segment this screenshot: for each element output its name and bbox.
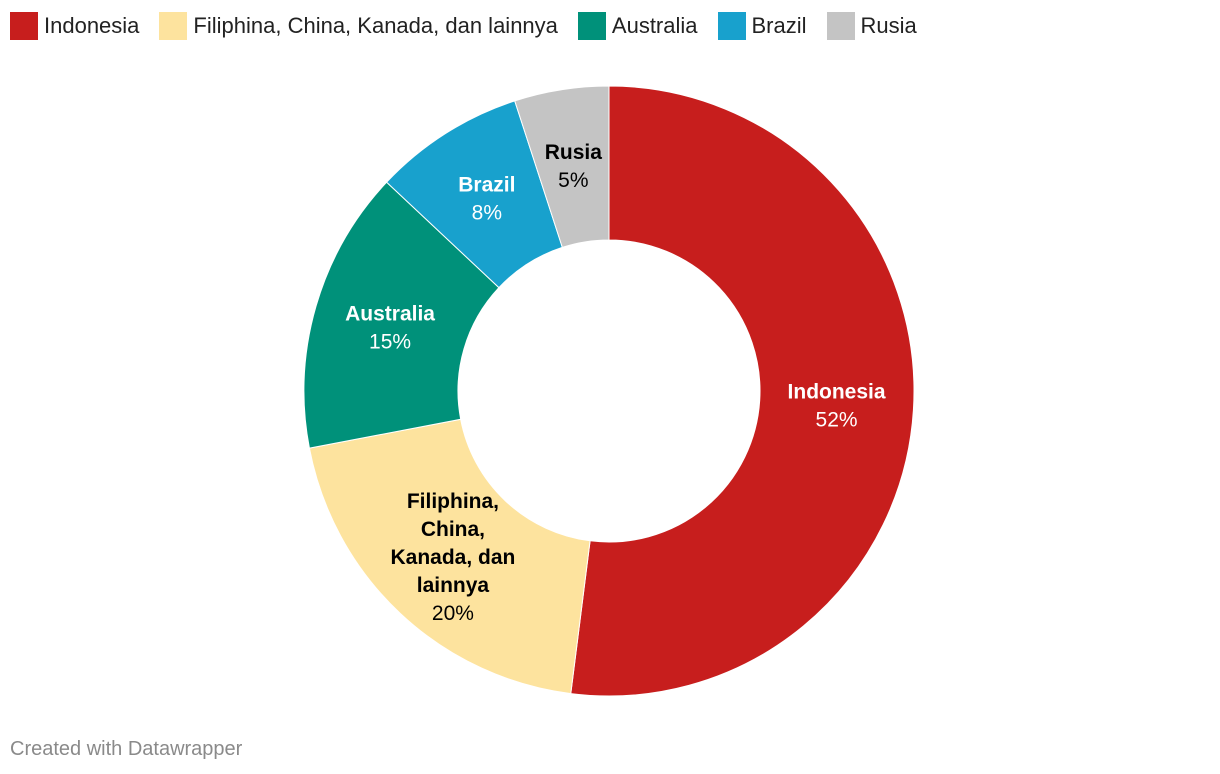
- legend-swatch: [577, 12, 606, 40]
- donut-slice: [303, 181, 500, 449]
- legend-item: Australia: [577, 12, 698, 40]
- slice-label: Australia 15%: [345, 302, 435, 353]
- slice-label-name: Indonesia: [788, 380, 886, 403]
- slice-label-name: Brazil: [458, 173, 515, 196]
- legend-label: Rusia: [860, 13, 917, 38]
- slice-label-value: 8%: [472, 201, 502, 224]
- slice-label-value: 52%: [816, 408, 858, 431]
- legend-item: Rusia: [826, 12, 917, 40]
- donut-slice: [514, 85, 610, 249]
- slice-label-value: 15%: [369, 330, 411, 353]
- donut-slice: [308, 418, 591, 695]
- slice-label: Rusia 5%: [545, 141, 603, 192]
- slice-label: Indonesia 52%: [788, 380, 886, 431]
- slice-label-name: China,: [421, 518, 485, 541]
- donut-slice: [570, 85, 915, 697]
- slice-label-value: 20%: [432, 602, 474, 625]
- legend-swatch: [10, 12, 38, 40]
- legend-label: Australia: [611, 13, 698, 38]
- legend-swatch: [717, 12, 746, 40]
- legend-swatch: [826, 12, 855, 40]
- legend-swatch: [159, 12, 188, 40]
- slice-label-name: Australia: [345, 302, 435, 325]
- legend-item: Filiphina, China, Kanada, dan lainnya: [159, 12, 558, 40]
- legend-label: Indonesia: [44, 13, 140, 38]
- slice-label-name: Rusia: [545, 141, 603, 164]
- slice-label-name: lainnya: [417, 574, 490, 597]
- credit-footer: Created with Datawrapper: [10, 738, 243, 760]
- slice-label-name: Kanada, dan: [390, 546, 515, 569]
- legend-item: Brazil: [717, 12, 807, 40]
- slice-label-name: Filiphina,: [407, 490, 499, 513]
- slice-label-value: 5%: [558, 169, 588, 192]
- slice-label: Brazil 8%: [458, 173, 515, 224]
- legend-label: Filiphina, China, Kanada, dan lainnya: [193, 13, 558, 38]
- legend-label: Brazil: [751, 13, 807, 38]
- legend-item: Indonesia: [10, 12, 139, 40]
- chart-legend: Indonesia Filiphina, China, Kanada, dan l…: [10, 12, 917, 40]
- slice-label: Filiphina, China, Kanada, dan lainnya 20%: [390, 490, 515, 625]
